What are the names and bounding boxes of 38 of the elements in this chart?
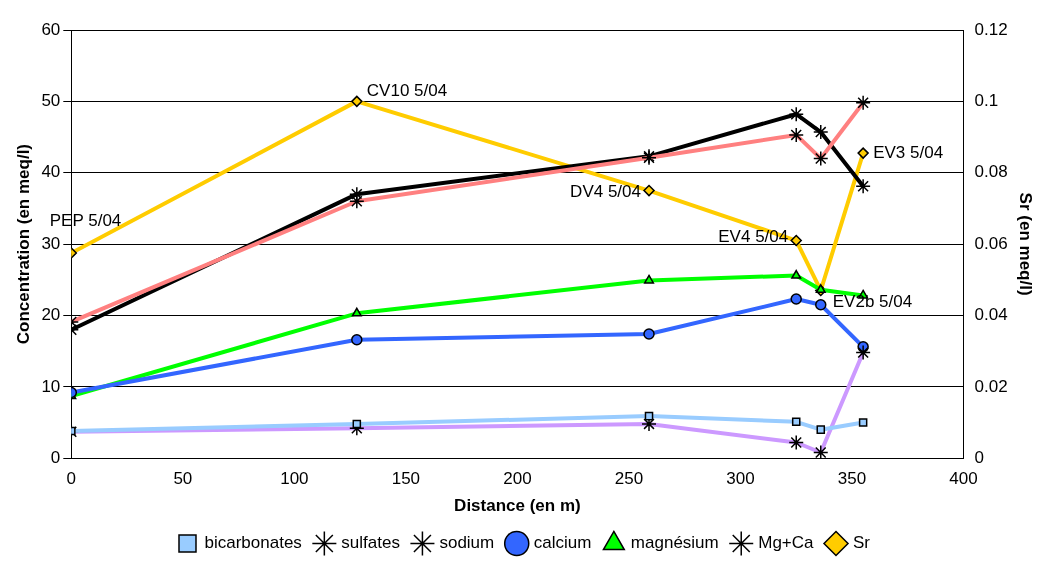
y2-tick-label: 0.12 bbox=[974, 19, 1008, 39]
y2-tick-label: 0 bbox=[974, 447, 984, 467]
legend-label: bicarbonates bbox=[204, 533, 302, 553]
x-tick-label: 50 bbox=[173, 469, 193, 489]
y-tick-label: 40 bbox=[41, 162, 61, 182]
legend-label: calcium bbox=[533, 533, 592, 553]
x-tick-label: 350 bbox=[837, 469, 867, 489]
x-tick-label: 400 bbox=[949, 469, 978, 489]
x-tick-label: 300 bbox=[726, 469, 755, 489]
legend-label: sodium bbox=[439, 533, 495, 553]
x-tick-label: 200 bbox=[503, 469, 532, 489]
y2-tick-label: 0.1 bbox=[974, 91, 999, 111]
y2-tick-label: 0.08 bbox=[974, 162, 1008, 182]
y2-tick-label: 0.06 bbox=[974, 233, 1008, 253]
y-tick-label: 20 bbox=[41, 305, 61, 325]
annotation: EV2b 5/04 bbox=[832, 292, 913, 312]
x-tick-label: 250 bbox=[614, 469, 644, 489]
y-tick-label: 0 bbox=[50, 447, 61, 467]
y2-tick-label: 0.04 bbox=[974, 305, 1008, 325]
legend-label: sulfates bbox=[341, 533, 400, 553]
x-tick-label: 150 bbox=[391, 469, 421, 489]
x-tick-label: 100 bbox=[280, 469, 309, 489]
y-tick-label: 10 bbox=[41, 376, 61, 396]
legend-label: magnésium bbox=[630, 533, 719, 553]
y-tick-label: 50 bbox=[41, 91, 61, 111]
y-axis-title: Concentration (en meq/l) bbox=[13, 143, 33, 345]
legend-label: Sr bbox=[853, 533, 871, 553]
y2-axis-title: Sr (en meq/l) bbox=[1016, 192, 1036, 296]
x-tick-label: 0 bbox=[66, 469, 77, 489]
annotation: EV3 5/04 bbox=[873, 142, 944, 162]
y-tick-label: 60 bbox=[41, 19, 61, 39]
annotation: EV4 5/04 bbox=[718, 227, 789, 247]
annotation: DV4 5/04 bbox=[570, 182, 642, 202]
legend-label: Mg+Ca bbox=[758, 533, 815, 553]
y2-tick-label: 0.02 bbox=[974, 376, 1008, 396]
y-tick-label: 30 bbox=[41, 233, 61, 253]
annotation: CV10 5/04 bbox=[366, 81, 448, 101]
x-axis-title: Distance (en m) bbox=[454, 496, 581, 516]
